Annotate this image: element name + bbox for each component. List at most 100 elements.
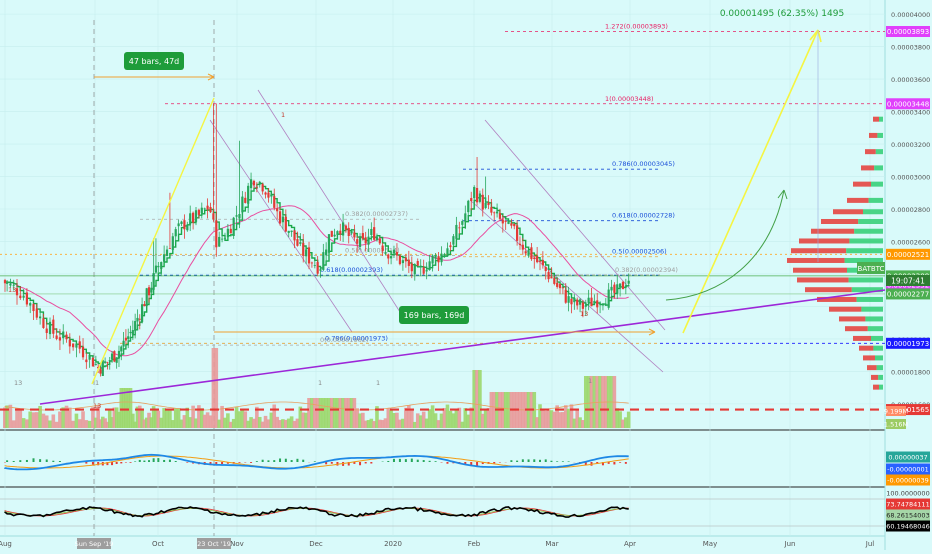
macd-hist-110 [314, 461, 316, 462]
profile-buy-0 [879, 117, 883, 122]
candle-body-144 [411, 264, 413, 272]
candle-body-9 [29, 303, 31, 305]
candle-body-204 [585, 305, 587, 306]
candle-body-191 [547, 272, 549, 279]
candle-body-49 [141, 304, 143, 322]
candle-body-130 [370, 229, 372, 235]
time-tick-7: Mar [545, 540, 558, 548]
macd-hist-8 [26, 460, 28, 462]
candle-body-127 [362, 233, 364, 239]
time-tick-0: Aug [0, 540, 12, 548]
candle-body-92 [262, 184, 264, 191]
candle-body-28 [92, 358, 94, 366]
candle-body-86 [244, 198, 246, 203]
candle-body-178 [510, 223, 512, 225]
candle-body-59 [166, 250, 168, 257]
candle-body-115 [328, 234, 330, 253]
candle-body-120 [342, 222, 344, 235]
candle-body-176 [505, 221, 507, 222]
candle-body-25 [82, 347, 84, 357]
volume-bar-26 [85, 420, 89, 428]
profile-sell-6 [833, 209, 863, 214]
macd-hist-178 [510, 460, 512, 462]
candle-body-19 [62, 332, 64, 339]
macd-hist-214 [613, 462, 615, 464]
volume-bar-17 [55, 422, 59, 428]
volume-bar-219 [627, 412, 631, 428]
candle-body-157 [449, 245, 451, 247]
candle-body-72 [204, 208, 206, 209]
candle-body-174 [499, 213, 501, 219]
volume-bar-9 [28, 412, 32, 428]
profile-buy-6 [863, 209, 883, 214]
candle-body-186 [533, 258, 535, 259]
time-highlight-1: 23 Oct '19 [197, 540, 231, 548]
candle-body-218 [625, 286, 627, 287]
candle-body-63 [178, 223, 180, 226]
candle-body-87 [247, 186, 249, 204]
macd-hist-130 [370, 462, 372, 464]
candle-body-210 [602, 305, 604, 306]
candle-body-170 [487, 203, 489, 205]
macd-hist-146 [417, 460, 419, 462]
macd-hist-196 [562, 461, 564, 462]
time-tick-3: Nov [230, 540, 244, 548]
candle-body-113 [322, 252, 324, 270]
profile-sell-11 [787, 258, 845, 263]
candle-body-11 [36, 309, 38, 318]
profile-buy-13 [849, 277, 883, 282]
price-tick-2: 0.00003600 [891, 76, 930, 84]
macd-hist-62 [175, 461, 177, 462]
profile-sell-1 [869, 133, 877, 138]
macd-hist-156 [446, 462, 448, 464]
price-tick-6: 0.00002800 [891, 206, 930, 214]
candle-body-21 [69, 340, 71, 346]
candle-body-152 [434, 255, 436, 259]
profile-sell-21 [863, 355, 875, 360]
candle-body-51 [146, 288, 148, 306]
candle-body-150 [429, 261, 431, 270]
profile-buy-8 [854, 229, 883, 234]
candle-body-129 [367, 237, 369, 245]
candle-body-126 [359, 236, 361, 247]
candle-body-208 [596, 300, 598, 307]
volume-bar-23 [75, 414, 79, 428]
wave-label-1: 13 [93, 402, 101, 410]
candle-body-40 [120, 347, 122, 352]
candle-body-179 [513, 224, 515, 226]
wave-label-8: 1 [588, 377, 592, 385]
candle-body-77 [218, 237, 220, 247]
candle-body-20 [65, 335, 67, 340]
profile-sell-24 [873, 385, 879, 390]
candle-body-165 [473, 187, 475, 198]
candle-body-38 [116, 357, 118, 362]
macd-hist-128 [365, 462, 367, 463]
macd-hist-36 [111, 462, 113, 465]
candle-body-42 [125, 338, 127, 341]
profile-buy-5 [869, 198, 883, 203]
profile-buy-21 [875, 355, 883, 360]
candle-body-16 [52, 320, 54, 334]
volume-bar-11 [35, 412, 39, 428]
price-tag-5: 0.00002277 [887, 290, 929, 298]
candle-body-27 [89, 355, 91, 360]
candle-body-117 [334, 235, 336, 237]
candle-body-109 [311, 263, 313, 264]
fib-label-9: 0.382(0.00002394) [615, 266, 678, 274]
macd-hist-140 [399, 459, 401, 462]
macd-hist-42 [125, 462, 127, 463]
profile-sell-12 [793, 268, 847, 273]
candle-body-199 [570, 299, 572, 304]
candle-body-111 [317, 262, 319, 274]
candle-body-195 [559, 284, 561, 288]
macd-hist-28 [92, 462, 94, 465]
profile-buy-22 [877, 365, 883, 370]
candle-body-116 [331, 231, 333, 237]
profile-sell-0 [873, 117, 879, 122]
macd-hist-14 [46, 459, 48, 462]
candle-body-138 [393, 250, 395, 253]
candle-body-122 [348, 228, 350, 236]
candle-body-48 [139, 319, 141, 320]
